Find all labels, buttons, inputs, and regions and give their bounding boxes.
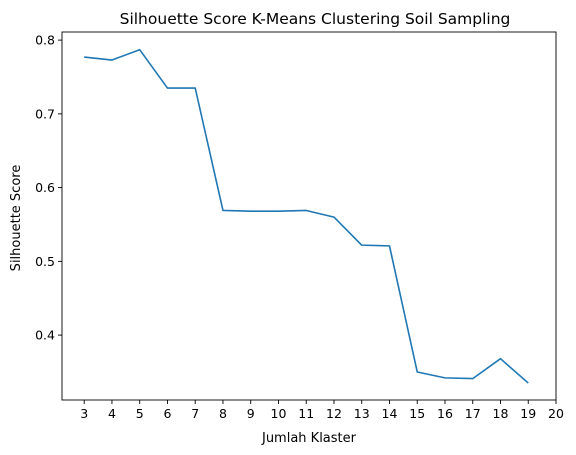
x-tick-label: 19 — [520, 406, 536, 421]
data-point — [499, 358, 501, 360]
x-tick-label: 12 — [326, 406, 342, 421]
x-axis-label: Jumlah Klaster — [261, 431, 357, 446]
x-tick-label: 7 — [191, 406, 199, 421]
x-tick-label: 5 — [136, 406, 144, 421]
data-point — [194, 87, 196, 89]
x-tick-label: 15 — [409, 406, 425, 421]
x-tick-label: 9 — [247, 406, 255, 421]
data-point — [444, 377, 446, 379]
data-point — [277, 210, 279, 212]
data-point — [416, 371, 418, 373]
data-point — [166, 87, 168, 89]
data-point — [472, 377, 474, 379]
y-tick-label: 0.8 — [35, 33, 55, 48]
x-tick-label: 13 — [354, 406, 370, 421]
data-point — [527, 382, 529, 384]
data-point — [111, 59, 113, 61]
x-tick-label: 16 — [437, 406, 453, 421]
data-point — [361, 244, 363, 246]
x-tick-label: 3 — [80, 406, 88, 421]
series-line — [84, 48, 529, 384]
data-point — [83, 56, 85, 58]
y-tick-label: 0.4 — [35, 328, 55, 343]
x-tick-label: 18 — [493, 406, 509, 421]
data-point — [139, 48, 141, 50]
x-tick-label: 6 — [163, 406, 171, 421]
data-point — [305, 209, 307, 211]
data-point — [333, 216, 335, 218]
x-tick-label: 20 — [548, 406, 564, 421]
x-tick-label: 14 — [382, 406, 398, 421]
x-tick-label: 11 — [298, 406, 314, 421]
x-tick-label: 10 — [271, 406, 287, 421]
x-tick-label: 4 — [108, 406, 116, 421]
chart-title: Silhouette Score K-Means Clustering Soil… — [120, 10, 511, 28]
y-axis-label: Silhouette Score — [9, 165, 24, 272]
y-tick-label: 0.5 — [35, 254, 55, 269]
x-tick-label: 17 — [465, 406, 481, 421]
x-tick-label: 8 — [219, 406, 227, 421]
axes-frame — [61, 31, 557, 401]
plot-area: 3 4 5 6 7 8 9 10 11 12 13 14 15 16 17 18 19 20 0.4 0.5 0.6 0.… — [35, 31, 564, 421]
data-point — [388, 245, 390, 247]
data-point — [250, 210, 252, 212]
data-point — [222, 209, 224, 211]
y-tick-label: 0.6 — [35, 180, 55, 195]
y-tick-label: 0.7 — [35, 106, 55, 121]
